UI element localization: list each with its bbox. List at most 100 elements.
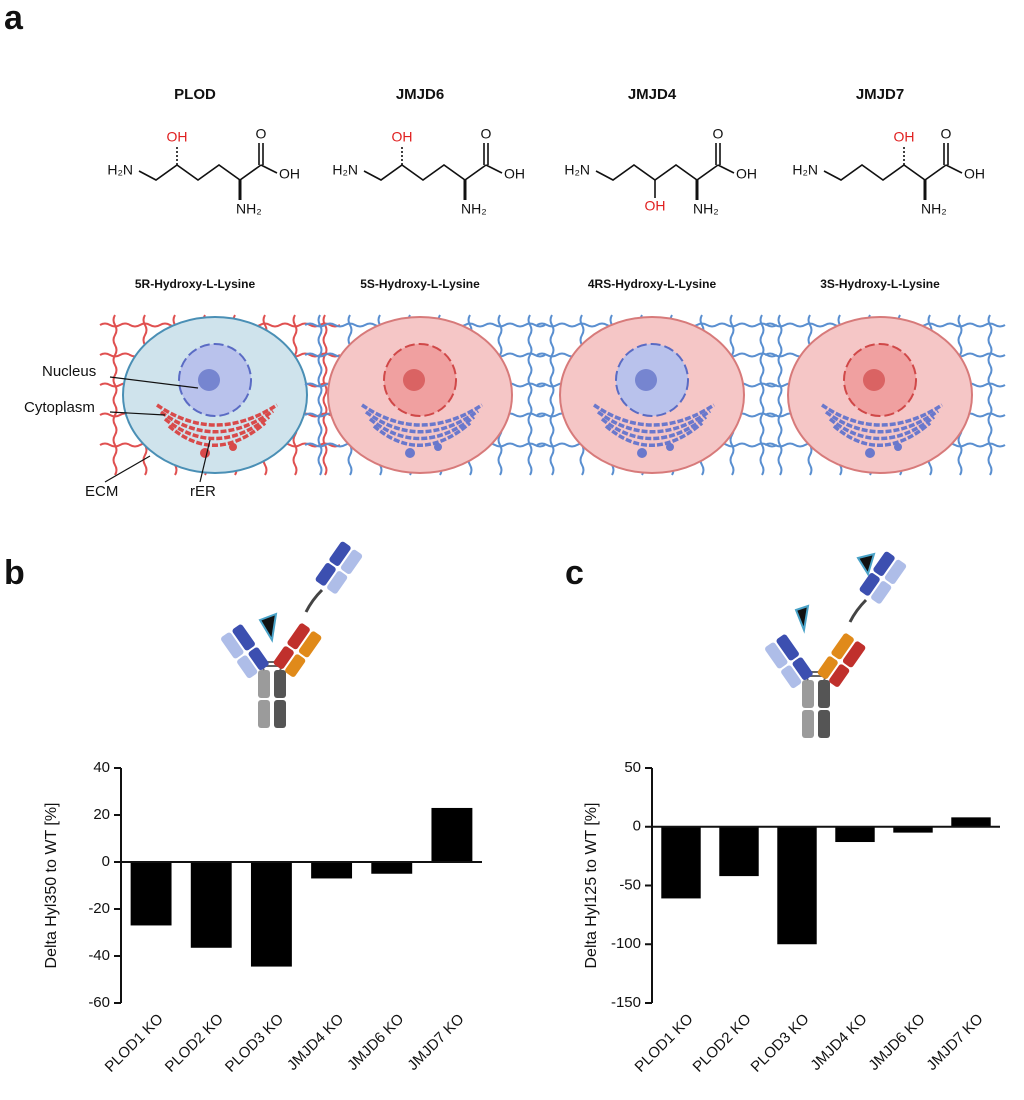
bond xyxy=(595,164,719,181)
leader-line xyxy=(109,376,199,389)
x-tick-label: PLOD2 KO xyxy=(690,1011,755,1076)
y-tick-label: -150 xyxy=(611,994,641,1011)
atom-label: OH xyxy=(504,166,525,182)
bar xyxy=(893,826,933,833)
ecm-fiber xyxy=(987,314,993,476)
rough-er xyxy=(600,415,708,441)
atom-label: H₂N xyxy=(107,162,133,178)
bar xyxy=(661,826,701,899)
bond xyxy=(258,143,278,174)
atom-label: OH xyxy=(736,166,757,182)
rough-er xyxy=(596,409,712,434)
x-tick-label: PLOD3 KO xyxy=(222,1011,287,1076)
bar xyxy=(777,826,817,945)
atom-label: OH xyxy=(279,166,300,182)
vesicle xyxy=(229,443,237,451)
leader-line xyxy=(104,455,151,483)
nucleolus xyxy=(863,369,885,391)
y-tick-label: 0 xyxy=(102,853,110,870)
bar xyxy=(130,862,172,926)
leader-line xyxy=(199,439,211,483)
atom-label: H₂N xyxy=(332,162,358,178)
cell-illustration xyxy=(304,314,546,476)
ecm-fiber xyxy=(549,314,555,476)
atom-label: OH xyxy=(167,129,188,145)
y-tick-label: -100 xyxy=(611,935,641,952)
x-tick-label: JMJD6 KO xyxy=(344,1011,407,1074)
rough-er xyxy=(821,403,943,427)
panel-label: b xyxy=(4,554,25,592)
compound-name: 5R-Hydroxy-L-Lysine xyxy=(135,277,256,291)
atom-label: O xyxy=(481,126,492,142)
atom-label: OH xyxy=(645,198,666,214)
nucleolus xyxy=(635,369,657,391)
enzyme-name: PLOD xyxy=(174,86,216,103)
rough-er xyxy=(832,421,932,447)
cell-label: Nucleus xyxy=(42,363,96,380)
bar xyxy=(431,807,473,862)
vesicle xyxy=(894,443,902,451)
rough-er xyxy=(368,415,476,441)
vesicle xyxy=(434,443,442,451)
atom-label: O xyxy=(941,126,952,142)
compound-name: 5S-Hydroxy-L-Lysine xyxy=(360,277,480,291)
atom-label: H₂N xyxy=(564,162,590,178)
x-tick-label: PLOD1 KO xyxy=(102,1011,167,1076)
y-tick-label: -20 xyxy=(88,900,110,917)
y-tick-label: 20 xyxy=(93,806,110,823)
y-tick-label: -50 xyxy=(619,876,641,893)
ecm-fiber xyxy=(322,314,328,476)
bond xyxy=(943,143,963,174)
vesicle xyxy=(865,448,875,458)
x-tick-label: PLOD1 KO xyxy=(632,1011,697,1076)
rough-er xyxy=(824,409,940,434)
bond xyxy=(715,143,735,174)
atom-label: O xyxy=(713,126,724,142)
ecm-fiber xyxy=(527,314,533,476)
enzyme-name: JMJD4 xyxy=(628,86,677,103)
rough-er xyxy=(364,409,480,434)
rough-er xyxy=(372,421,472,447)
atom-label: OH xyxy=(894,129,915,145)
cell-illustration xyxy=(764,314,1006,476)
rough-er xyxy=(604,421,704,447)
atom-label: OH xyxy=(964,166,985,182)
panel-label: c xyxy=(565,554,584,592)
y-tick-label: 50 xyxy=(624,759,641,776)
atom-label: OH xyxy=(392,129,413,145)
bar xyxy=(371,862,413,874)
bond xyxy=(138,164,262,181)
ecm-fiber xyxy=(317,314,323,476)
bar xyxy=(951,817,991,827)
antibody-icon xyxy=(221,541,363,728)
panel-label: a xyxy=(4,0,24,37)
x-tick-label: PLOD2 KO xyxy=(162,1011,227,1076)
cell-illustration xyxy=(99,314,341,476)
bar xyxy=(835,826,875,843)
nucleolus xyxy=(403,369,425,391)
vesicle xyxy=(200,448,210,458)
x-tick-label: JMJD7 KO xyxy=(404,1011,467,1074)
rough-er xyxy=(828,415,936,441)
bond xyxy=(363,164,487,181)
rough-er xyxy=(159,409,275,434)
x-tick-label: PLOD3 KO xyxy=(748,1011,813,1076)
atom-label: NH₂ xyxy=(921,201,947,217)
ecm-fiber xyxy=(112,314,118,476)
y-tick-label: -40 xyxy=(88,947,110,964)
vesicle xyxy=(637,448,647,458)
y-axis-label: Delta Hyl350 to WT [%] xyxy=(43,803,60,969)
cell-label: rER xyxy=(190,483,216,500)
compound-name: 3S-Hydroxy-L-Lysine xyxy=(820,277,940,291)
rough-er xyxy=(167,421,267,447)
rough-er xyxy=(361,403,483,427)
y-tick-label: 40 xyxy=(93,759,110,776)
rough-er xyxy=(163,415,271,441)
ecm-fiber xyxy=(777,314,783,476)
cell-label: Cytoplasm xyxy=(24,399,95,416)
x-tick-label: JMJD6 KO xyxy=(865,1011,928,1074)
vesicle xyxy=(666,443,674,451)
atom-label: H₂N xyxy=(792,162,818,178)
antibody-icon xyxy=(765,551,907,738)
